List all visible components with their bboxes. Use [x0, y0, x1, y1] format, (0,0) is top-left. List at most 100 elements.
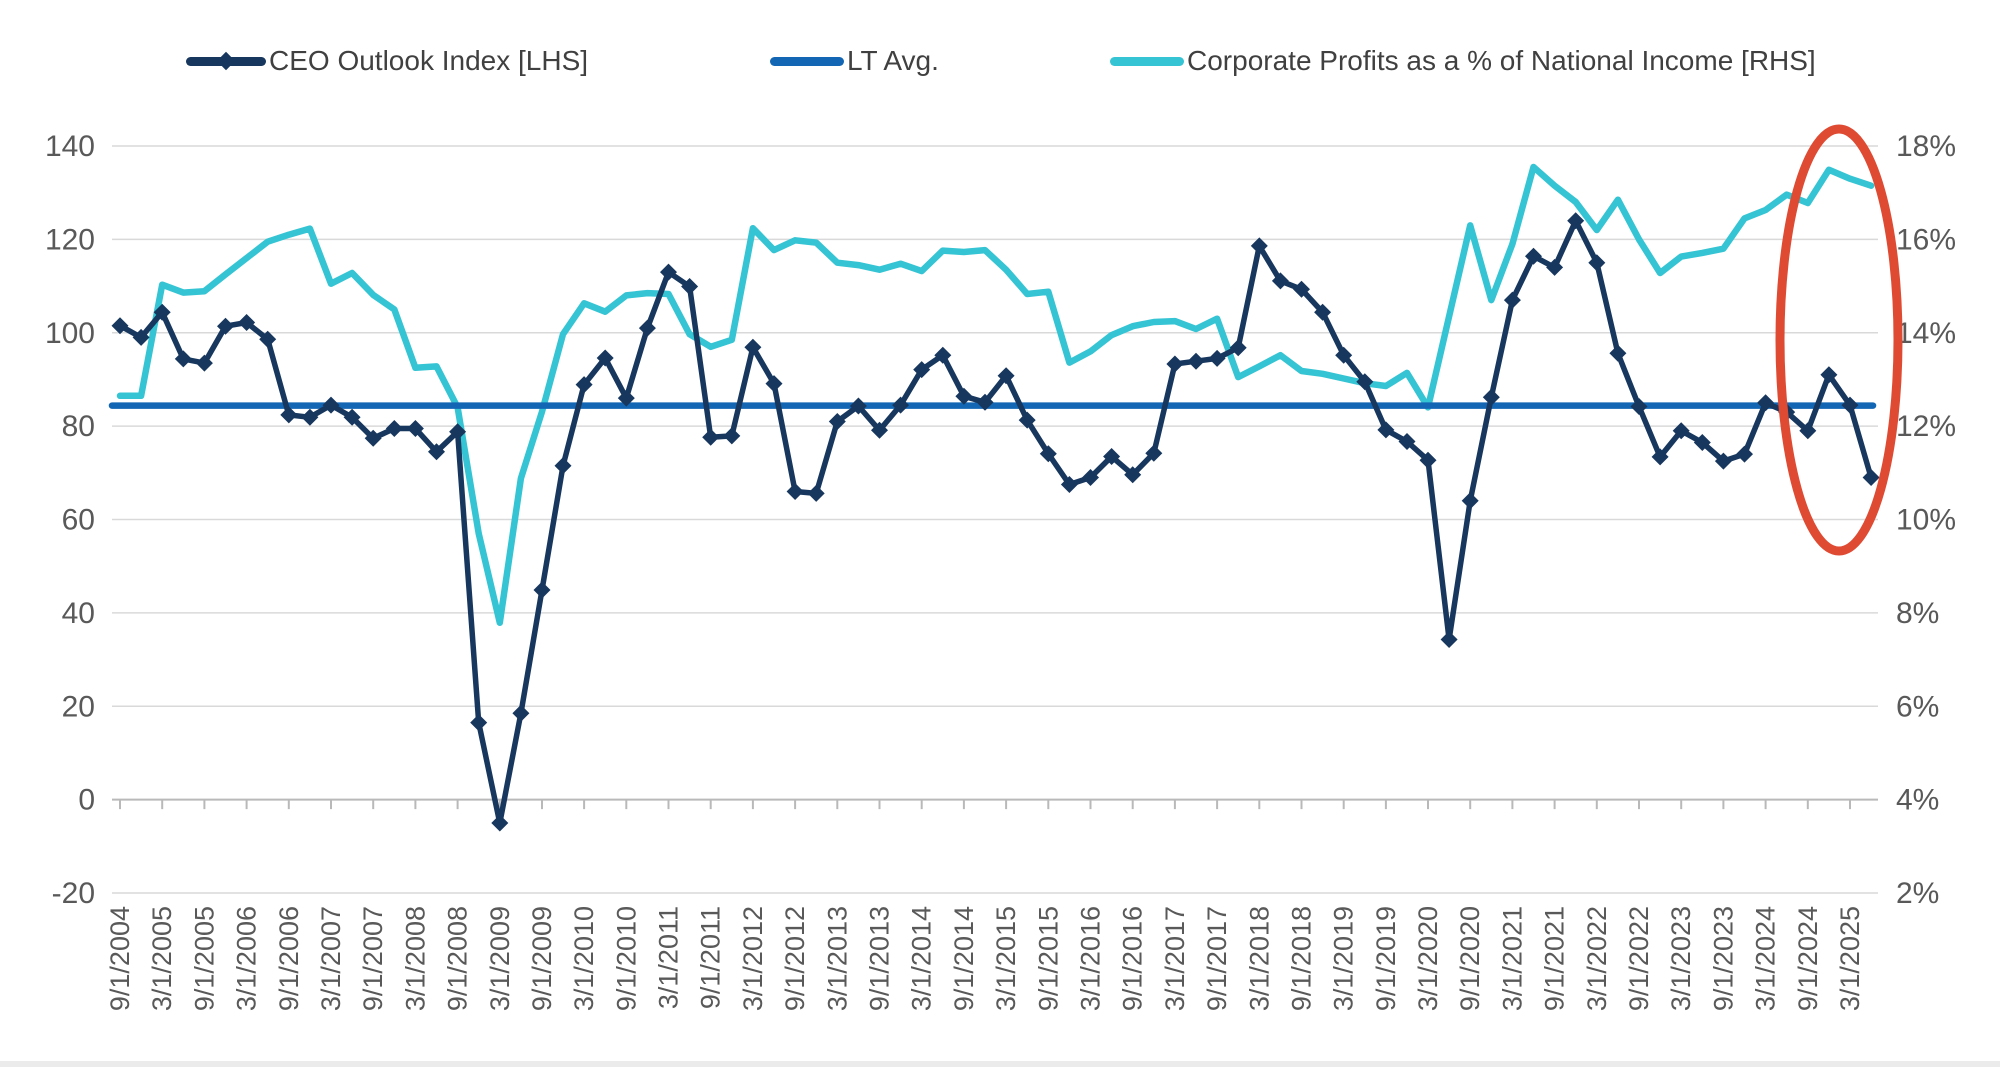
diamond-marker-icon — [1630, 398, 1648, 415]
diamond-marker-icon — [406, 420, 424, 437]
x-tick-label: 9/1/2007 — [358, 906, 388, 1011]
diamond-marker-icon — [1503, 291, 1521, 309]
diamond-marker-icon — [1060, 476, 1078, 493]
diamond-marker-icon — [195, 354, 213, 372]
diamond-marker-icon — [1271, 272, 1289, 290]
x-tick-label: 9/1/2008 — [443, 906, 473, 1011]
diamond-marker-icon — [1250, 237, 1268, 255]
diamond-marker-icon — [533, 581, 551, 599]
diamond-marker-icon — [723, 427, 741, 445]
diamond-marker-icon — [1356, 373, 1374, 391]
diamond-marker-icon — [596, 349, 614, 367]
x-tick-labels: 9/1/2004 3/1/2005 9/1/2005 3/1/2006 9/1/2006… — [105, 906, 1865, 1011]
diamond-marker-icon — [617, 389, 635, 407]
x-axis — [112, 798, 1878, 810]
legend: CEO Outlook Index [LHS] LT Avg. Corporat… — [0, 0, 2000, 95]
diamond-marker-icon — [1862, 469, 1880, 486]
diamond-marker-icon — [364, 429, 382, 447]
diamond-marker-icon — [1609, 344, 1627, 362]
x-tick-label: 3/1/2024 — [1751, 906, 1781, 1011]
profits-series-line — [116, 163, 1875, 626]
x-tick-label: 3/1/2006 — [232, 906, 262, 1011]
diamond-marker-icon — [1018, 411, 1036, 429]
x-tick-label: 3/1/2025 — [1835, 906, 1865, 1011]
diamond-marker-icon — [1229, 339, 1247, 357]
diamond-marker-icon — [1440, 631, 1458, 648]
x-tick-label: 3/1/2011 — [654, 906, 684, 1009]
diamond-marker-icon — [1419, 451, 1437, 469]
diamond-marker-icon — [807, 484, 825, 502]
diamond-marker-icon — [1482, 388, 1500, 406]
diamond-marker-icon — [702, 428, 720, 446]
diamond-marker-icon — [259, 330, 277, 348]
diamond-marker-icon — [660, 263, 677, 281]
lhs-axis-label: 140 — [45, 130, 95, 163]
diamond-marker-icon — [491, 814, 509, 832]
diamond-marker-icon — [1377, 421, 1395, 439]
x-tick-label: 3/1/2008 — [400, 906, 430, 1011]
diamond-marker-icon — [1039, 445, 1057, 463]
diamond-marker-icon — [470, 714, 488, 732]
diamond-marker-icon — [871, 421, 888, 439]
x-tick-label: 3/1/2022 — [1582, 906, 1612, 1011]
diamond-marker-icon — [322, 396, 340, 414]
diamond-marker-icon — [1799, 422, 1817, 440]
diamond-marker-icon — [955, 387, 973, 405]
x-tick-label: 9/1/2021 — [1540, 906, 1570, 1011]
diamond-marker-icon — [428, 443, 445, 461]
lt-avg-line-swatch-icon — [770, 56, 844, 66]
x-tick-label: 9/1/2023 — [1708, 906, 1738, 1011]
x-tick-label: 3/1/2015 — [991, 906, 1021, 1011]
ceo-line-swatch-icon — [186, 51, 266, 71]
rhs-axis-label: 8% — [1896, 597, 1939, 630]
x-tick-label: 9/1/2012 — [780, 906, 810, 1011]
x-tick-label: 3/1/2020 — [1413, 906, 1443, 1011]
rhs-axis-label: 10% — [1896, 504, 1956, 537]
diamond-marker-icon — [575, 376, 593, 394]
diamond-marker-icon — [1398, 433, 1416, 450]
x-tick-label: 3/1/2012 — [738, 906, 768, 1011]
diamond-marker-icon — [892, 396, 910, 414]
highlight-ellipse — [1775, 124, 1903, 556]
diamond-marker-icon — [174, 350, 192, 368]
diamond-marker-icon — [1461, 492, 1479, 510]
diamond-marker-icon — [1335, 346, 1353, 364]
x-tick-label: 9/1/2019 — [1371, 906, 1401, 1011]
diamond-marker-icon — [1651, 448, 1669, 466]
diamond-marker-icon — [449, 423, 467, 441]
rhs-axis-label: 16% — [1896, 223, 1956, 256]
lhs-axis-label: 120 — [45, 223, 95, 256]
diamond-marker-icon — [153, 303, 171, 321]
diamond-marker-icon — [1757, 394, 1775, 412]
x-tick-label: 9/1/2024 — [1793, 906, 1823, 1011]
legend-item-ceo-outlook: CEO Outlook Index [LHS] — [186, 44, 588, 78]
bottom-edge-strip — [0, 1061, 2000, 1067]
lhs-axis-label: 60 — [62, 504, 95, 537]
diamond-marker-icon — [1145, 444, 1163, 462]
lhs-axis-label: -20 — [52, 877, 95, 910]
diamond-marker-icon — [976, 393, 994, 411]
diamond-marker-icon — [1187, 352, 1205, 370]
x-tick-label: 3/1/2009 — [485, 906, 515, 1011]
rhs-axis-label: 6% — [1896, 690, 1939, 723]
diamond-marker-icon — [744, 338, 762, 356]
diamond-marker-icon — [216, 51, 236, 71]
diamond-marker-icon — [1208, 349, 1226, 367]
diamond-marker-icon — [1293, 280, 1310, 298]
diamond-marker-icon — [111, 317, 129, 335]
x-tick-label: 9/1/2006 — [274, 906, 304, 1011]
diamond-marker-icon — [997, 367, 1015, 385]
lhs-axis-labels: 140 120 100 80 60 40 20 0 -20 — [45, 130, 95, 910]
ceo-series-markers — [111, 212, 1880, 832]
diamond-marker-icon — [1525, 247, 1542, 265]
x-tick-label: 9/1/2020 — [1455, 906, 1485, 1011]
diamond-marker-icon — [849, 397, 867, 415]
x-tick-label: 9/1/2013 — [865, 906, 895, 1011]
diamond-marker-icon — [786, 483, 804, 500]
diamond-marker-icon — [1314, 303, 1332, 321]
diamond-marker-icon — [217, 317, 234, 335]
diamond-marker-icon — [132, 328, 150, 346]
lhs-axis-label: 40 — [62, 597, 95, 630]
legend-item-corporate-profits: Corporate Profits as a % of National Inc… — [1110, 44, 1816, 78]
